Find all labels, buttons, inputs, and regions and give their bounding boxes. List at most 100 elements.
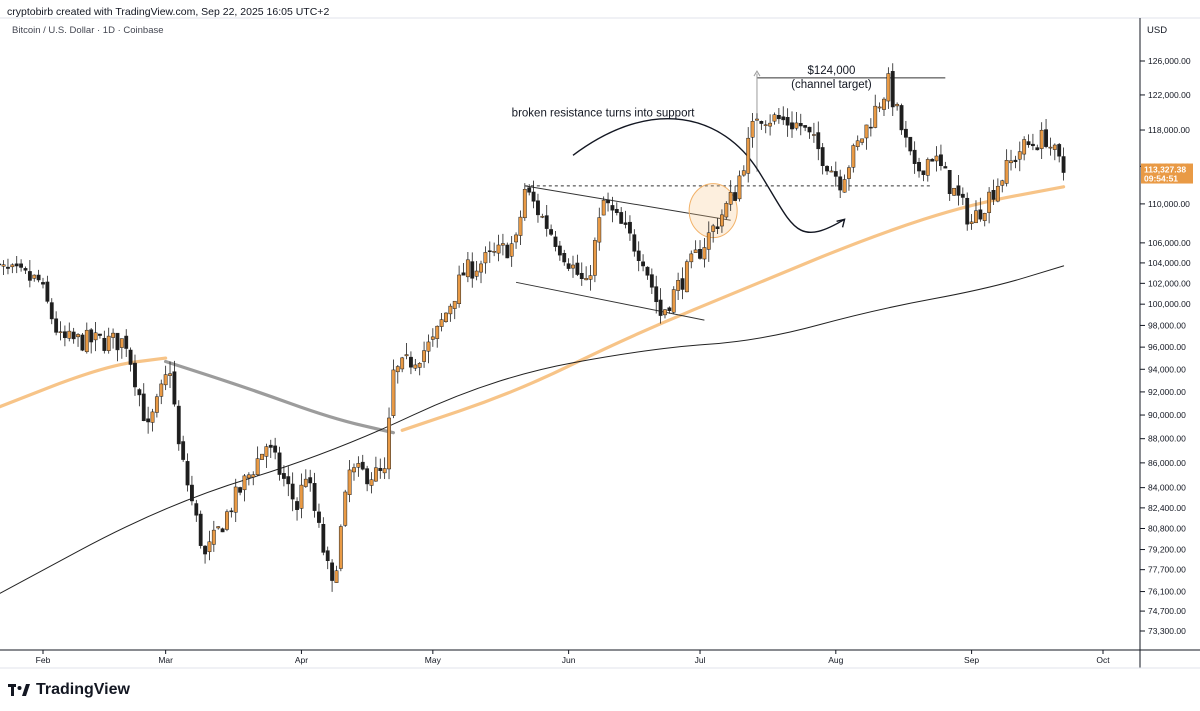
candle[interactable] (917, 157, 921, 178)
candle[interactable] (273, 437, 278, 460)
candle[interactable] (71, 327, 76, 344)
candle[interactable] (242, 474, 247, 502)
candle[interactable] (505, 242, 510, 259)
candle[interactable] (295, 497, 299, 521)
candle[interactable] (518, 210, 523, 245)
candle[interactable] (474, 261, 479, 281)
candle[interactable] (321, 517, 326, 556)
candle[interactable] (645, 266, 650, 280)
candle[interactable] (544, 204, 549, 237)
candle[interactable] (461, 262, 466, 276)
candle[interactable] (1022, 136, 1027, 161)
candle[interactable] (496, 234, 501, 262)
candle[interactable] (982, 212, 987, 227)
candle[interactable] (776, 108, 781, 124)
candle[interactable] (750, 112, 755, 148)
candle[interactable] (803, 125, 808, 132)
candle[interactable] (255, 446, 260, 476)
candle[interactable] (755, 113, 759, 121)
candle[interactable] (925, 157, 930, 182)
candle[interactable] (969, 214, 974, 230)
candle[interactable] (991, 179, 996, 206)
candle[interactable] (106, 327, 111, 354)
candle[interactable] (623, 210, 628, 229)
candle[interactable] (409, 351, 413, 375)
candle[interactable] (312, 472, 317, 518)
candle[interactable] (334, 565, 339, 583)
candle[interactable] (663, 309, 667, 319)
candle[interactable] (211, 520, 216, 552)
candle[interactable] (527, 184, 532, 196)
candle[interactable] (373, 456, 378, 482)
candle[interactable] (1031, 133, 1035, 151)
candle[interactable] (807, 126, 812, 139)
candle[interactable] (509, 236, 514, 267)
candle[interactable] (842, 174, 847, 193)
candle[interactable] (400, 356, 405, 373)
candle[interactable] (531, 180, 536, 209)
candle[interactable] (10, 263, 15, 274)
candle[interactable] (562, 249, 567, 266)
candle[interactable] (369, 472, 374, 494)
candle[interactable] (391, 359, 396, 419)
candle[interactable] (1004, 149, 1009, 187)
candle[interactable] (159, 379, 164, 405)
candle[interactable] (137, 388, 142, 407)
candle[interactable] (27, 260, 32, 288)
candle[interactable] (338, 524, 343, 572)
candle[interactable] (606, 192, 610, 212)
candle[interactable] (98, 333, 102, 339)
candle[interactable] (522, 183, 527, 221)
candle[interactable] (470, 252, 475, 288)
candle[interactable] (641, 254, 645, 272)
candle[interactable] (387, 407, 391, 480)
candle[interactable] (492, 242, 497, 257)
candle[interactable] (956, 174, 961, 206)
candle[interactable] (759, 120, 764, 130)
candle[interactable] (785, 108, 790, 137)
candle[interactable] (465, 252, 470, 283)
candle[interactable] (1061, 147, 1066, 181)
candle[interactable] (141, 383, 146, 422)
candle[interactable] (181, 435, 186, 462)
candle[interactable] (960, 187, 965, 206)
candle[interactable] (58, 321, 63, 341)
candle[interactable] (479, 260, 483, 284)
candle[interactable] (811, 122, 816, 143)
candle[interactable] (566, 258, 571, 272)
candle[interactable] (947, 169, 952, 201)
candle[interactable] (903, 120, 908, 148)
candle[interactable] (619, 207, 624, 224)
candle[interactable] (733, 186, 737, 201)
candle[interactable] (36, 269, 41, 283)
candle[interactable] (325, 546, 330, 570)
candle[interactable] (553, 231, 558, 252)
candle[interactable] (352, 463, 356, 481)
candle[interactable] (172, 360, 177, 407)
candle[interactable] (636, 241, 641, 272)
candle[interactable] (41, 277, 45, 289)
candle[interactable] (851, 143, 856, 173)
candle[interactable] (816, 121, 821, 161)
candle[interactable] (150, 408, 155, 432)
candle[interactable] (965, 192, 970, 231)
candle[interactable] (689, 250, 694, 269)
candle[interactable] (93, 322, 98, 352)
candle[interactable] (684, 259, 689, 293)
candle[interactable] (1035, 144, 1040, 151)
candles[interactable] (0, 63, 1066, 592)
candle[interactable] (378, 458, 383, 479)
candle[interactable] (829, 166, 834, 173)
candle[interactable] (772, 112, 777, 125)
candle[interactable] (978, 197, 983, 222)
candle[interactable] (1, 260, 6, 275)
candle[interactable] (80, 333, 85, 352)
candle[interactable] (601, 196, 606, 216)
candle[interactable] (855, 135, 860, 151)
candle[interactable] (395, 364, 400, 384)
candle[interactable] (693, 240, 698, 253)
candle[interactable] (115, 332, 120, 362)
candle[interactable] (194, 499, 199, 522)
candle[interactable] (128, 347, 133, 372)
candle[interactable] (330, 559, 335, 592)
